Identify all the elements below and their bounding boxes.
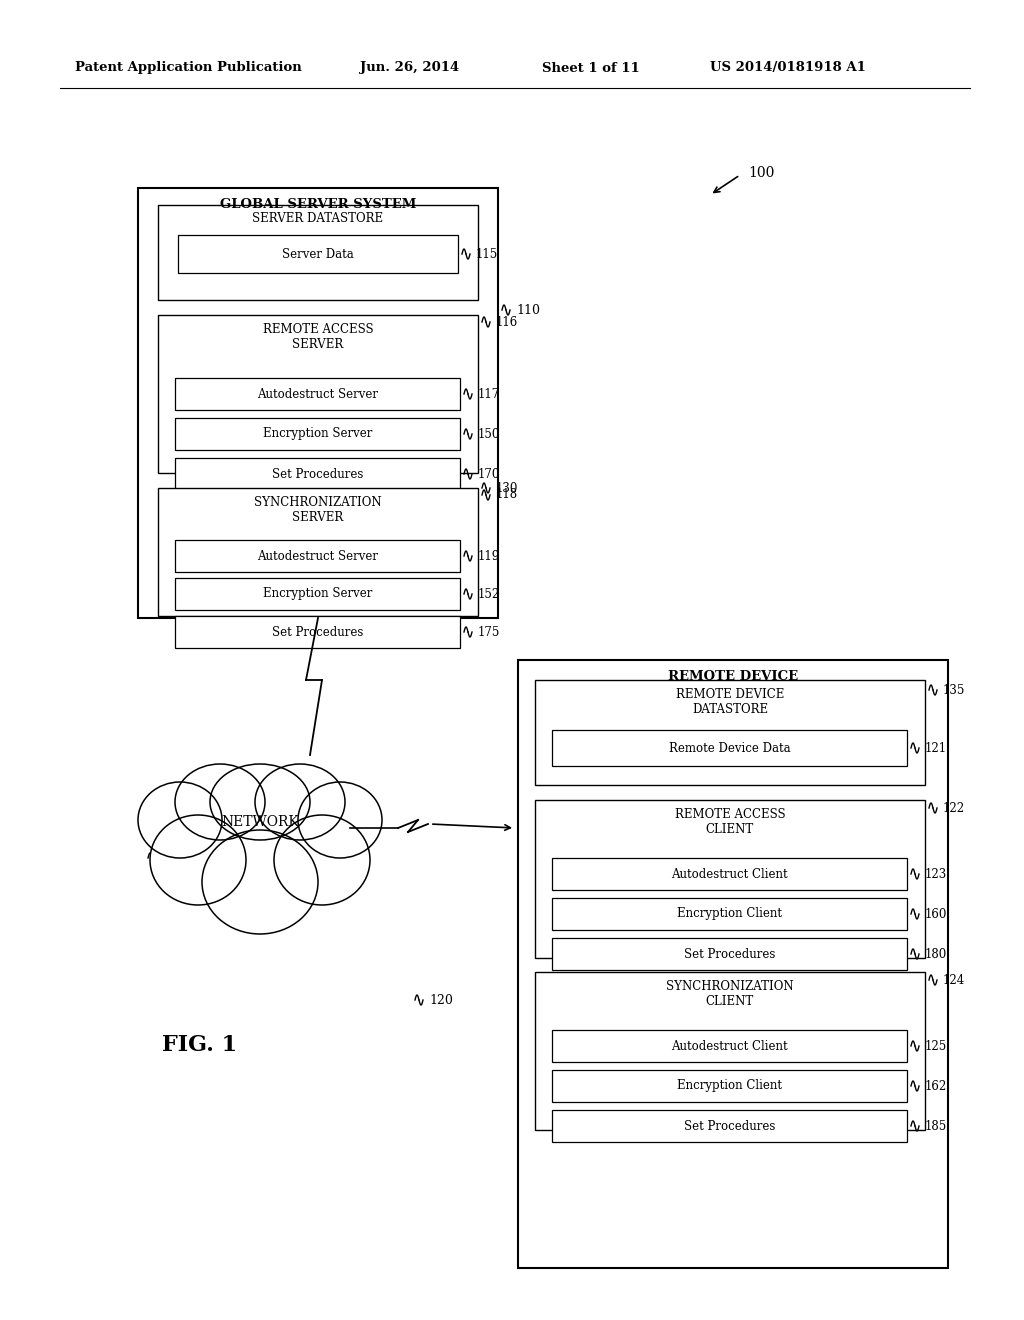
Text: 116: 116	[496, 315, 518, 329]
Text: 185: 185	[925, 1119, 947, 1133]
Text: 170: 170	[478, 467, 501, 480]
Text: REMOTE DEVICE
DATASTORE: REMOTE DEVICE DATASTORE	[676, 688, 784, 715]
Bar	[535, 972, 925, 1130]
Text: Encryption Server: Encryption Server	[263, 587, 372, 601]
Text: 124: 124	[943, 974, 966, 986]
Text: Encryption Client: Encryption Client	[677, 1080, 782, 1093]
Bar	[178, 235, 458, 273]
Text: 130: 130	[496, 482, 518, 495]
Text: US 2014/0181918 A1: US 2014/0181918 A1	[710, 62, 866, 74]
Bar	[138, 187, 498, 618]
Text: 175: 175	[478, 626, 501, 639]
Bar	[158, 205, 478, 300]
Ellipse shape	[298, 781, 382, 858]
Text: Set Procedures: Set Procedures	[684, 1119, 775, 1133]
Text: Remote Device Data: Remote Device Data	[669, 742, 791, 755]
Text: 123: 123	[925, 867, 947, 880]
Bar	[158, 315, 478, 473]
Bar	[518, 660, 948, 1269]
Text: 160: 160	[925, 908, 947, 920]
Text: 150: 150	[478, 428, 501, 441]
Text: 115: 115	[476, 248, 499, 260]
Text: Encryption Server: Encryption Server	[263, 428, 372, 441]
Text: 152: 152	[478, 587, 501, 601]
Ellipse shape	[210, 764, 310, 840]
Text: 122: 122	[943, 801, 966, 814]
Ellipse shape	[138, 781, 222, 858]
Bar	[552, 1071, 907, 1102]
Text: 135: 135	[943, 684, 966, 697]
Text: Set Procedures: Set Procedures	[271, 467, 364, 480]
Text: Autodestruct Server: Autodestruct Server	[257, 549, 378, 562]
Bar	[535, 680, 925, 785]
Text: Set Procedures: Set Procedures	[271, 626, 364, 639]
Text: 121: 121	[925, 742, 947, 755]
Ellipse shape	[202, 830, 318, 935]
Text: Server Data: Server Data	[283, 248, 354, 260]
Text: 162: 162	[925, 1080, 947, 1093]
Bar	[552, 858, 907, 890]
Text: REMOTE ACCESS
SERVER: REMOTE ACCESS SERVER	[263, 323, 374, 351]
Text: 150: 150	[162, 851, 186, 865]
Text: REMOTE ACCESS
CLIENT: REMOTE ACCESS CLIENT	[675, 808, 785, 836]
Text: Sheet 1 of 11: Sheet 1 of 11	[542, 62, 640, 74]
Bar	[158, 488, 478, 616]
Text: Autodestruct Server: Autodestruct Server	[257, 388, 378, 400]
Bar	[175, 418, 460, 450]
Bar	[175, 540, 460, 572]
Bar	[175, 616, 460, 648]
Text: 119: 119	[478, 549, 501, 562]
Bar	[552, 1030, 907, 1063]
Bar	[552, 730, 907, 766]
Text: Autodestruct Client: Autodestruct Client	[671, 867, 787, 880]
Text: 120: 120	[429, 994, 453, 1006]
Bar	[535, 800, 925, 958]
Text: Encryption Client: Encryption Client	[677, 908, 782, 920]
Text: 100: 100	[748, 166, 774, 180]
Text: Autodestruct Client: Autodestruct Client	[671, 1040, 787, 1052]
Text: 118: 118	[496, 488, 518, 502]
Bar	[552, 1110, 907, 1142]
Text: NETWORK: NETWORK	[221, 814, 299, 829]
Ellipse shape	[274, 814, 370, 906]
Text: 180: 180	[925, 948, 947, 961]
Bar	[175, 378, 460, 411]
Bar	[175, 458, 460, 490]
Bar	[552, 939, 907, 970]
Ellipse shape	[175, 764, 265, 840]
Bar	[175, 578, 460, 610]
Text: Jun. 26, 2014: Jun. 26, 2014	[360, 62, 459, 74]
Text: SERVER DATASTORE: SERVER DATASTORE	[253, 213, 384, 226]
Bar	[552, 898, 907, 931]
Text: 125: 125	[925, 1040, 947, 1052]
Text: Set Procedures: Set Procedures	[684, 948, 775, 961]
Text: 110: 110	[516, 304, 540, 317]
Text: Patent Application Publication: Patent Application Publication	[75, 62, 302, 74]
Ellipse shape	[150, 814, 246, 906]
Text: SYNCHRONIZATION
SERVER: SYNCHRONIZATION SERVER	[254, 496, 382, 524]
Ellipse shape	[255, 764, 345, 840]
Text: GLOBAL SERVER SYSTEM: GLOBAL SERVER SYSTEM	[220, 198, 416, 210]
Text: 117: 117	[478, 388, 501, 400]
Text: FIG. 1: FIG. 1	[163, 1034, 238, 1056]
Text: REMOTE DEVICE: REMOTE DEVICE	[668, 669, 798, 682]
Text: SYNCHRONIZATION
CLIENT: SYNCHRONIZATION CLIENT	[667, 979, 794, 1008]
